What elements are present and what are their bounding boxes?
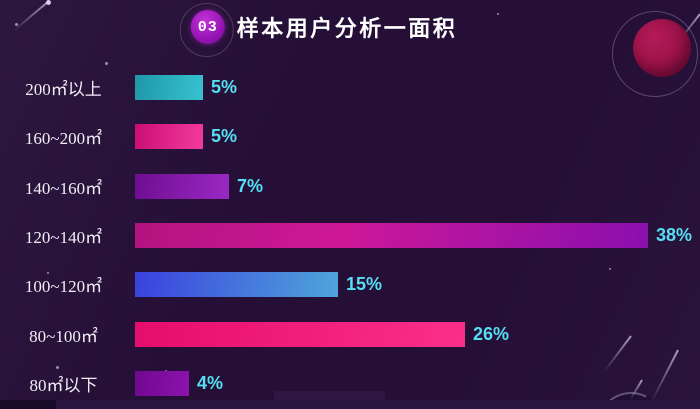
- title-bar: 03 样本用户分析一面积: [179, 3, 458, 57]
- category-label: 160~200㎡: [24, 129, 103, 149]
- value-label: 5%: [211, 77, 238, 98]
- chart-row: 140~160㎡ 7%: [0, 162, 700, 211]
- bar: [135, 124, 203, 150]
- planet-decoration: [633, 19, 691, 77]
- value-label: 26%: [473, 323, 510, 344]
- meteor-trail: [12, 0, 50, 32]
- chart-row: 120~140㎡ 38%: [0, 211, 700, 260]
- page-title: 样本用户分析一面积: [236, 16, 458, 41]
- bottom-band: [0, 400, 700, 409]
- bar: [135, 370, 189, 396]
- section-number-badge: 03: [190, 10, 225, 44]
- chart-row: 80㎡以下 4%: [0, 359, 700, 408]
- value-label: 15%: [346, 274, 383, 295]
- planet-ring-decoration: [612, 11, 698, 97]
- category-label: 140~160㎡: [24, 178, 103, 198]
- chart-row: 80~100㎡ 26%: [0, 309, 700, 358]
- star-dot: [46, 0, 51, 5]
- badge-ring-decoration: [179, 3, 234, 57]
- bar: [135, 173, 229, 199]
- section-badge-wrap: 03: [179, 3, 234, 57]
- bar: [135, 75, 203, 101]
- category-label: 200㎡以上: [25, 80, 102, 100]
- star-dot: [497, 13, 499, 15]
- chart-row: 100~120㎡ 15%: [0, 260, 700, 309]
- star-dot: [56, 366, 59, 369]
- chart-rows: 200㎡以上 5% 160~200㎡ 5% 140~160㎡ 7% 120~14…: [0, 63, 700, 408]
- category-label: 80~100㎡: [29, 326, 98, 346]
- bar: [135, 272, 338, 298]
- star-dot: [609, 268, 611, 270]
- star-dot: [15, 23, 18, 26]
- star-dot: [47, 272, 49, 274]
- category-label: 120~140㎡: [24, 228, 103, 248]
- star-dot: [105, 62, 108, 65]
- value-label: 5%: [211, 126, 238, 147]
- bar-chart: 200㎡以上 5% 160~200㎡ 5% 140~160㎡ 7% 120~14…: [0, 63, 700, 408]
- value-label: 7%: [237, 175, 264, 196]
- category-label: 80㎡以下: [29, 375, 98, 395]
- bar: [135, 223, 648, 249]
- chart-row: 200㎡以上 5%: [0, 63, 700, 112]
- bottom-band-dark: [0, 400, 56, 409]
- chart-row: 160~200㎡ 5%: [0, 112, 700, 161]
- value-label: 4%: [197, 372, 224, 393]
- category-label: 100~120㎡: [24, 277, 103, 297]
- bar: [135, 321, 465, 347]
- value-label: 38%: [656, 225, 693, 246]
